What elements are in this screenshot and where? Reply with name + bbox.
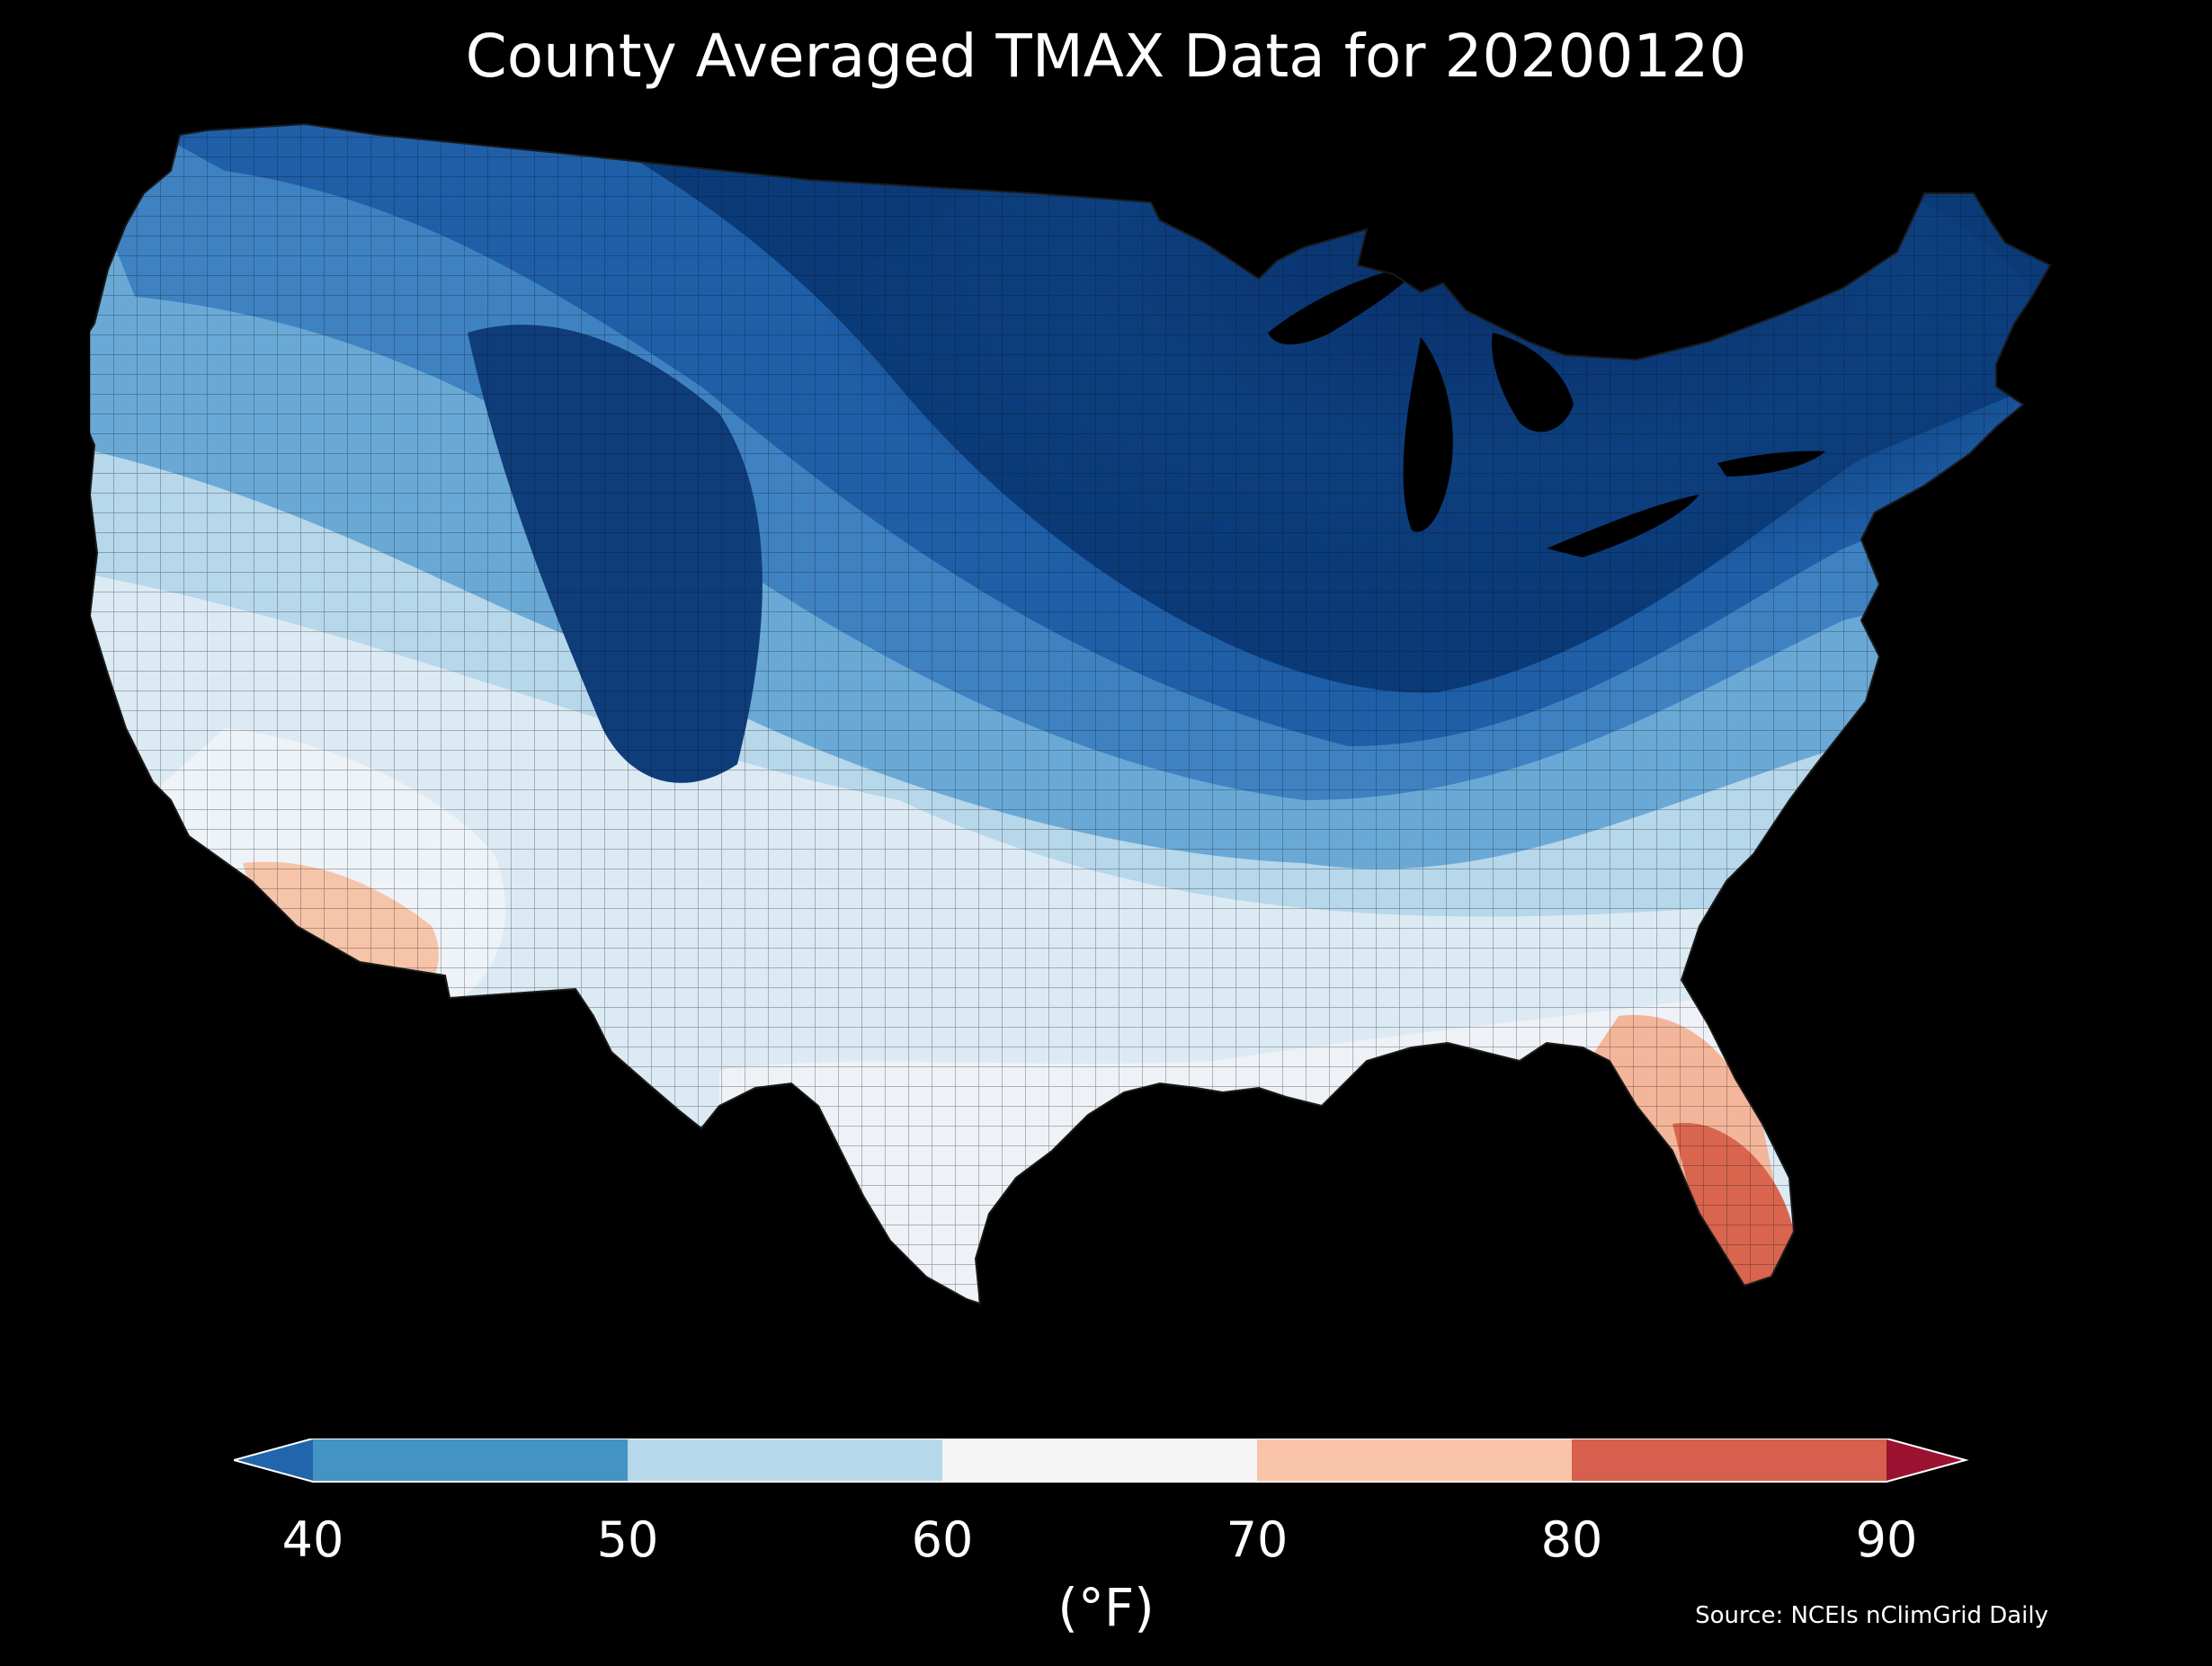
- colorbar-extend-low: [234, 1439, 313, 1482]
- colorbar-tick-90: 90: [1855, 1511, 1918, 1568]
- colorbar-frame: [234, 1439, 1969, 1483]
- colorbar-bin-60-70: [942, 1439, 1257, 1482]
- county-fills: [90, 124, 2050, 1304]
- choropleth-map: [90, 117, 2140, 1394]
- colorbar-tick-70: 70: [1226, 1511, 1289, 1568]
- great-lakes: [1268, 265, 1825, 557]
- colorbar-tick-40: 40: [281, 1511, 344, 1568]
- lake-erie: [1547, 494, 1699, 557]
- source-credit: Source: NCEIs nClimGrid Daily: [1695, 1602, 2048, 1629]
- colorbar-unit-label: (°F): [1057, 1577, 1155, 1638]
- colorbar-tick-50: 50: [596, 1511, 659, 1568]
- colorbar-tick-80: 80: [1540, 1511, 1603, 1568]
- lake-superior: [1268, 265, 1421, 345]
- colorbar-bin-70-80: [1257, 1439, 1572, 1482]
- colorbar-tick-60: 60: [911, 1511, 974, 1568]
- map-title: County Averaged TMAX Data for 20200120: [465, 22, 1747, 91]
- us-county-map: [90, 123, 2051, 1305]
- lake-michigan: [1403, 337, 1453, 532]
- colorbar-bin-40-50: [313, 1439, 628, 1482]
- colorbar-bin-80-90: [1572, 1439, 1886, 1482]
- lake-huron: [1492, 333, 1574, 432]
- colorbar-bin-50-60: [628, 1439, 942, 1482]
- colorbar-extend-high: [1886, 1439, 1966, 1482]
- county-boundaries: [90, 124, 2050, 1304]
- lake-ontario: [1717, 450, 1825, 477]
- colorbar: [234, 1439, 1969, 1483]
